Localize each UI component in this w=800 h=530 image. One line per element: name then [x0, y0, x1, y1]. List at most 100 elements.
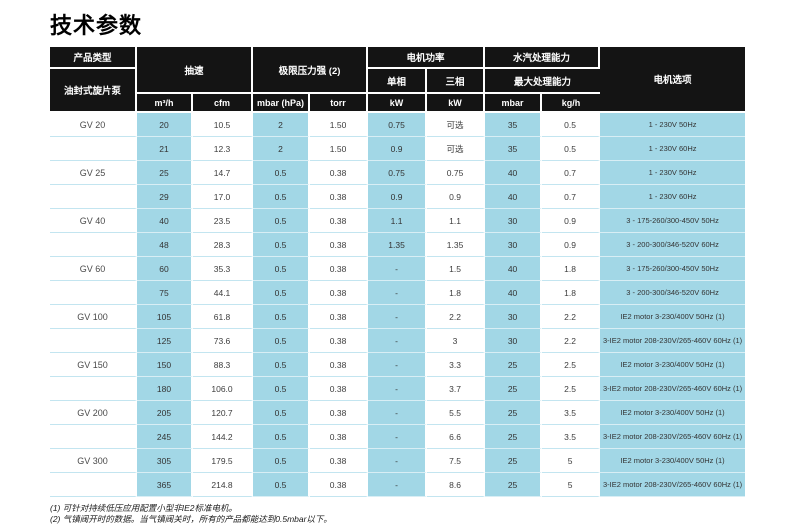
cell-vapor-mbar: 35 — [485, 137, 543, 161]
cell-motor-options: 1 - 230V 60Hz — [600, 137, 746, 161]
cell-vapor-kgh: 2.5 — [542, 377, 601, 401]
cell-pressure-mbar: 2 — [253, 113, 311, 137]
table-row: 245 144.2 0.5 0.38 - 6.6 25 3.5 3-IE2 mo… — [50, 425, 746, 449]
cell-kw-three: 5.5 — [427, 401, 486, 425]
cell-vapor-kgh: 3.5 — [542, 425, 601, 449]
cell-pressure-mbar: 0.5 — [253, 161, 311, 185]
cell-motor-options: 1 - 230V 60Hz — [600, 185, 746, 209]
cell-pressure-mbar: 0.5 — [253, 257, 311, 281]
cell-kw-single: 1.1 — [368, 209, 428, 233]
table-body: GV 20 20 10.5 2 1.50 0.75 可选 35 0.5 1 - … — [50, 113, 746, 497]
cell-speed-m3h: 150 — [137, 353, 193, 377]
cell-vapor-mbar: 25 — [485, 425, 543, 449]
cell-pressure-torr: 0.38 — [310, 449, 369, 473]
cell-pressure-torr: 0.38 — [310, 329, 369, 353]
cell-vapor-kgh: 3.5 — [542, 401, 601, 425]
cell-speed-cfm: 73.6 — [193, 329, 254, 353]
cell-vapor-mbar: 25 — [485, 449, 543, 473]
cell-motor-options: 3 - 200-300/346-520V 60Hz — [600, 281, 746, 305]
unit-mbar-hpa: mbar (hPa) — [253, 94, 311, 113]
cell-model — [50, 281, 137, 305]
cell-kw-three: 0.9 — [427, 185, 486, 209]
cell-kw-single: - — [368, 377, 428, 401]
cell-speed-m3h: 21 — [137, 137, 193, 161]
cell-pressure-mbar: 0.5 — [253, 209, 311, 233]
cell-speed-m3h: 245 — [137, 425, 193, 449]
cell-kw-three: 1.35 — [427, 233, 486, 257]
cell-vapor-kgh: 1.8 — [542, 257, 601, 281]
cell-vapor-kgh: 2.2 — [542, 305, 601, 329]
cell-speed-cfm: 179.5 — [193, 449, 254, 473]
cell-vapor-mbar: 30 — [485, 329, 543, 353]
cell-kw-single: 0.9 — [368, 137, 428, 161]
cell-speed-cfm: 17.0 — [193, 185, 254, 209]
unit-kgh: kg/h — [542, 94, 601, 113]
cell-vapor-mbar: 30 — [485, 209, 543, 233]
footnotes: (1) 可针对持续低压应用配置小型非IE2标准电机。 (2) 气镇阀开时的数据。… — [50, 503, 332, 525]
cell-kw-three: 3.7 — [427, 377, 486, 401]
cell-kw-single: 0.75 — [368, 161, 428, 185]
cell-model — [50, 377, 137, 401]
header-pumping-speed: 抽速 — [137, 47, 254, 94]
cell-speed-m3h: 205 — [137, 401, 193, 425]
cell-speed-m3h: 48 — [137, 233, 193, 257]
cell-vapor-kgh: 5 — [542, 473, 601, 497]
cell-speed-m3h: 75 — [137, 281, 193, 305]
cell-pressure-mbar: 0.5 — [253, 449, 311, 473]
header-three-phase: 三相 — [427, 69, 486, 94]
header-motor-power: 电机功率 — [368, 47, 486, 69]
cell-kw-three: 6.6 — [427, 425, 486, 449]
cell-speed-cfm: 214.8 — [193, 473, 254, 497]
cell-kw-single: - — [368, 305, 428, 329]
cell-kw-single: - — [368, 353, 428, 377]
cell-motor-options: 3-IE2 motor 208-230V/265-460V 60Hz (1) — [600, 473, 746, 497]
cell-motor-options: 3 - 175-260/300-450V 50Hz — [600, 209, 746, 233]
table-row: 21 12.3 2 1.50 0.9 可选 35 0.5 1 - 230V 60… — [50, 137, 746, 161]
cell-vapor-kgh: 0.5 — [542, 113, 601, 137]
cell-pressure-mbar: 0.5 — [253, 473, 311, 497]
cell-speed-m3h: 305 — [137, 449, 193, 473]
cell-pressure-torr: 0.38 — [310, 257, 369, 281]
cell-model — [50, 233, 137, 257]
cell-model — [50, 473, 137, 497]
cell-kw-single: 1.35 — [368, 233, 428, 257]
unit-kw-three: kW — [427, 94, 486, 113]
cell-pressure-torr: 0.38 — [310, 353, 369, 377]
header-product-type: 产品类型 — [50, 47, 137, 69]
footnote-1: (1) 可针对持续低压应用配置小型非IE2标准电机。 — [50, 503, 238, 513]
cell-pressure-mbar: 0.5 — [253, 233, 311, 257]
cell-kw-three: 2.2 — [427, 305, 486, 329]
cell-kw-three: 1.1 — [427, 209, 486, 233]
cell-speed-m3h: 40 — [137, 209, 193, 233]
cell-model: GV 150 — [50, 353, 137, 377]
cell-pressure-mbar: 0.5 — [253, 353, 311, 377]
cell-speed-cfm: 35.3 — [193, 257, 254, 281]
header-max-capacity: 最大处理能力 — [485, 69, 601, 94]
cell-speed-m3h: 60 — [137, 257, 193, 281]
cell-model: GV 40 — [50, 209, 137, 233]
cell-pressure-torr: 1.50 — [310, 137, 369, 161]
cell-kw-single: - — [368, 449, 428, 473]
cell-kw-single: 0.75 — [368, 113, 428, 137]
cell-vapor-mbar: 25 — [485, 473, 543, 497]
cell-vapor-mbar: 35 — [485, 113, 543, 137]
cell-vapor-mbar: 25 — [485, 401, 543, 425]
table-row: GV 200 205 120.7 0.5 0.38 - 5.5 25 3.5 I… — [50, 401, 746, 425]
cell-speed-m3h: 125 — [137, 329, 193, 353]
table-row: 29 17.0 0.5 0.38 0.9 0.9 40 0.7 1 - 230V… — [50, 185, 746, 209]
cell-speed-cfm: 88.3 — [193, 353, 254, 377]
cell-speed-m3h: 105 — [137, 305, 193, 329]
cell-model: GV 20 — [50, 113, 137, 137]
footnote-2: (2) 气镇阀开时的数据。当气镇阀关时，所有的产品都能达到0.5mbar以下。 — [50, 514, 332, 524]
cell-motor-options: IE2 motor 3-230/400V 50Hz (1) — [600, 353, 746, 377]
cell-vapor-kgh: 0.9 — [542, 233, 601, 257]
cell-pressure-torr: 1.50 — [310, 113, 369, 137]
cell-model: GV 60 — [50, 257, 137, 281]
unit-kw-single: kW — [368, 94, 428, 113]
cell-kw-single: - — [368, 425, 428, 449]
cell-pressure-torr: 0.38 — [310, 377, 369, 401]
cell-kw-single: - — [368, 401, 428, 425]
cell-speed-cfm: 144.2 — [193, 425, 254, 449]
unit-mbar: mbar — [485, 94, 543, 113]
cell-model: GV 25 — [50, 161, 137, 185]
